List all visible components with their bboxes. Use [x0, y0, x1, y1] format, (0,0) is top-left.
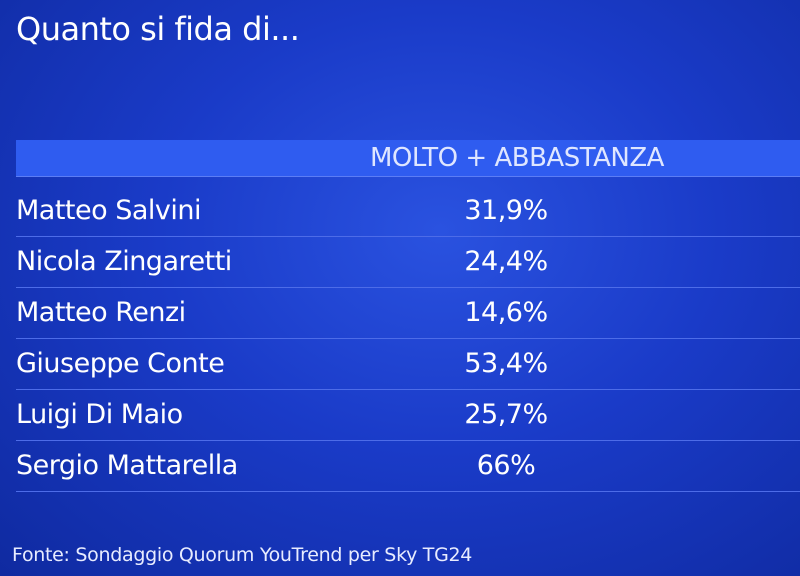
table-row: Luigi Di Maio 25,7%: [16, 389, 800, 441]
row-name: Matteo Salvini: [16, 195, 202, 226]
row-value: 66%: [476, 450, 536, 481]
row-value: 25,7%: [464, 399, 548, 430]
header-band: [16, 140, 800, 177]
row-name: Sergio Mattarella: [16, 450, 238, 481]
table-row: Matteo Renzi 14,6%: [16, 287, 800, 339]
table-row: Matteo Salvini 31,9%: [16, 185, 800, 237]
column-header: MOLTO + ABBASTANZA: [370, 143, 664, 173]
row-value: 53,4%: [464, 348, 548, 379]
row-value: 31,9%: [464, 195, 548, 226]
source: Fonte: Sondaggio Quorum YouTrend per Sky…: [12, 544, 473, 566]
row-name: Nicola Zingaretti: [16, 246, 232, 277]
table-row: Giuseppe Conte 53,4%: [16, 338, 800, 390]
row-value: 14,6%: [464, 297, 548, 328]
table-row: Nicola Zingaretti 24,4%: [16, 236, 800, 288]
row-name: Giuseppe Conte: [16, 348, 225, 379]
row-name: Luigi Di Maio: [16, 399, 183, 430]
row-value: 24,4%: [464, 246, 548, 277]
row-name: Matteo Renzi: [16, 297, 186, 328]
table-row: Sergio Mattarella 66%: [16, 440, 800, 492]
title: Quanto si fida di...: [16, 10, 300, 48]
